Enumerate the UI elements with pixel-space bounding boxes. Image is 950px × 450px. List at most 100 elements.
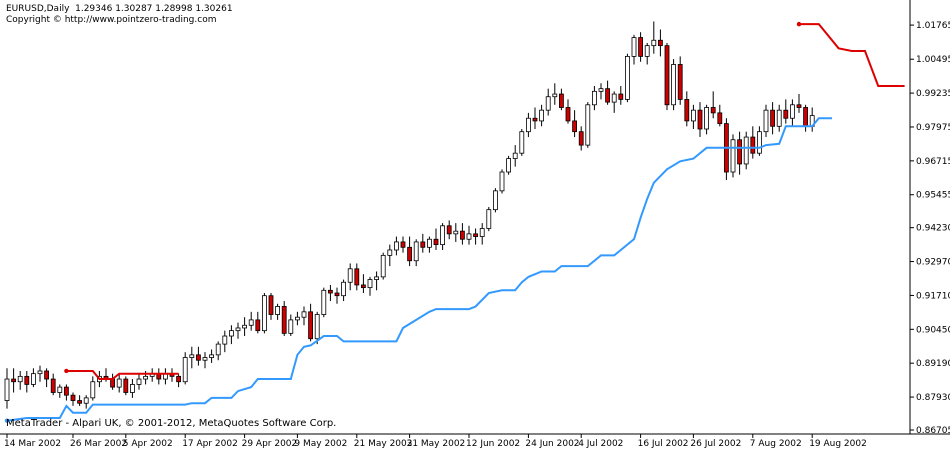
candle-body-bull xyxy=(294,316,300,321)
price-tick-label: 0.94230 xyxy=(916,224,950,234)
candle-body-bull xyxy=(341,281,347,297)
candle-body-bull xyxy=(453,230,459,235)
candle-body-bear xyxy=(572,120,577,133)
price-axis[interactable]: 1.01765 1.00495 0.99235 0.97975 0.96715 0.954… xyxy=(910,21,950,436)
candle xyxy=(750,126,756,159)
date-tick-label: 17 Apr 2002 xyxy=(182,439,238,449)
candle-body-bear xyxy=(360,284,366,289)
candle xyxy=(803,104,808,132)
candle xyxy=(611,91,617,113)
candle xyxy=(638,32,643,62)
stop-start-dot xyxy=(796,21,802,27)
candle xyxy=(202,352,208,369)
candle xyxy=(255,311,261,334)
date-tick-label: 26 Mar 2002 xyxy=(70,439,127,449)
price-tick-label: 0.97975 xyxy=(916,123,950,133)
candle-body-bull xyxy=(301,311,307,318)
candle-body-bull xyxy=(671,64,676,106)
candle-body-bull xyxy=(552,93,558,98)
candle xyxy=(37,365,43,382)
candle xyxy=(129,379,135,398)
date-tick-label: 26 Jul 2002 xyxy=(690,439,741,449)
candle xyxy=(275,303,281,320)
candle-body-bull xyxy=(691,109,696,122)
price-tick-label: 0.89190 xyxy=(916,359,950,369)
candle-body-bear xyxy=(618,93,624,100)
candle xyxy=(783,99,789,124)
candle xyxy=(281,301,287,337)
candle-body-bear xyxy=(334,292,340,297)
price-tick-label: 0.99235 xyxy=(916,89,950,99)
candle xyxy=(506,155,512,175)
candle xyxy=(697,102,703,138)
candle-body-bull xyxy=(644,45,650,57)
date-tick-label: 7 Aug 2002 xyxy=(750,439,802,449)
candle xyxy=(526,112,531,138)
candle xyxy=(44,368,49,388)
candle-body-bull xyxy=(387,249,393,256)
candle xyxy=(433,228,439,250)
candles-layer xyxy=(4,21,815,409)
candle xyxy=(545,88,551,116)
date-tick-label: 9 May 2002 xyxy=(294,439,347,449)
candle xyxy=(631,34,637,65)
candle-body-bear xyxy=(64,386,69,396)
candle xyxy=(598,83,604,100)
candle xyxy=(717,104,723,127)
candle xyxy=(116,373,122,393)
candle xyxy=(374,271,380,291)
date-tick-label: 31 May 2002 xyxy=(407,439,466,449)
candle xyxy=(242,317,248,337)
candle-body-bear xyxy=(770,109,775,127)
date-tick-label: 21 May 2002 xyxy=(354,439,413,449)
candle-body-bear xyxy=(664,45,670,106)
candle-body-bear xyxy=(710,107,716,114)
symbol-info: EURUSD,Daily 1.29346 1.30287 1.28998 1.3… xyxy=(6,4,233,14)
candle-body-bull xyxy=(202,357,208,361)
candle-body-bear xyxy=(697,109,703,130)
candle xyxy=(519,128,525,156)
candle xyxy=(420,233,426,253)
candle xyxy=(625,53,630,103)
candle xyxy=(559,88,564,111)
candle xyxy=(407,236,413,267)
date-tick-label: 19 Aug 2002 xyxy=(809,439,867,449)
candle xyxy=(123,376,129,396)
candle xyxy=(763,104,769,138)
candle xyxy=(453,223,459,242)
date-tick-label: 4 Jul 2002 xyxy=(578,439,623,449)
candle-body-bull xyxy=(486,209,492,229)
candle-body-bull xyxy=(631,37,637,57)
candle-body-bull xyxy=(235,327,241,332)
candle xyxy=(215,341,221,361)
candle xyxy=(162,368,168,385)
candle xyxy=(743,131,749,170)
candle-body-bull xyxy=(30,373,36,385)
candle xyxy=(136,373,142,390)
candle xyxy=(110,373,115,390)
candle xyxy=(182,352,188,385)
candle-body-bear xyxy=(308,311,314,340)
candle-body-bull xyxy=(90,381,96,399)
candle xyxy=(189,346,195,369)
stop-start-dot xyxy=(64,368,69,374)
candle xyxy=(651,21,657,54)
candle xyxy=(532,107,538,129)
candle-body-bull xyxy=(790,104,795,119)
candle-body-bull xyxy=(743,136,749,165)
candle-body-bull xyxy=(367,279,373,289)
candle xyxy=(176,373,182,388)
candle-body-bear xyxy=(532,117,538,122)
candle-body-bear xyxy=(400,241,406,248)
candle-body-bull xyxy=(57,386,63,393)
candle xyxy=(413,239,419,267)
date-tick-label: 12 Jun 2002 xyxy=(466,439,520,449)
candle xyxy=(440,223,446,250)
candle-body-bull xyxy=(393,241,399,251)
candle-body-bull xyxy=(189,354,195,358)
candle xyxy=(261,293,267,334)
candle-body-bull xyxy=(426,238,432,248)
